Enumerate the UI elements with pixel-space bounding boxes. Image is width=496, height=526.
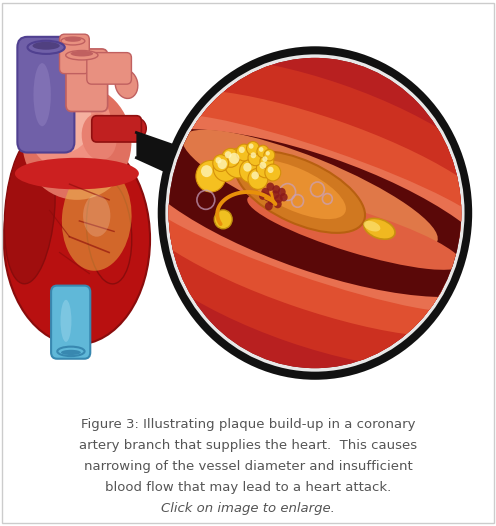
FancyBboxPatch shape bbox=[17, 37, 74, 153]
Ellipse shape bbox=[70, 51, 93, 56]
FancyBboxPatch shape bbox=[60, 34, 89, 74]
Ellipse shape bbox=[57, 347, 84, 356]
Ellipse shape bbox=[65, 50, 98, 60]
Ellipse shape bbox=[235, 151, 365, 233]
Ellipse shape bbox=[140, 34, 496, 224]
Circle shape bbox=[271, 190, 279, 199]
Circle shape bbox=[248, 144, 253, 149]
Ellipse shape bbox=[182, 130, 438, 249]
Circle shape bbox=[261, 188, 269, 196]
Circle shape bbox=[267, 167, 274, 173]
Ellipse shape bbox=[34, 63, 51, 126]
Circle shape bbox=[248, 168, 268, 189]
Circle shape bbox=[214, 210, 232, 229]
Circle shape bbox=[247, 141, 259, 155]
Circle shape bbox=[213, 155, 229, 171]
Text: artery branch that supplies the heart.  This causes: artery branch that supplies the heart. T… bbox=[79, 439, 417, 452]
Polygon shape bbox=[136, 133, 171, 174]
Circle shape bbox=[224, 148, 252, 178]
Circle shape bbox=[196, 160, 226, 192]
Ellipse shape bbox=[61, 350, 81, 355]
Ellipse shape bbox=[147, 57, 496, 221]
Ellipse shape bbox=[28, 41, 64, 54]
Circle shape bbox=[266, 183, 274, 191]
Ellipse shape bbox=[33, 42, 60, 50]
Circle shape bbox=[169, 58, 461, 368]
Ellipse shape bbox=[86, 179, 132, 284]
Ellipse shape bbox=[155, 89, 495, 231]
Ellipse shape bbox=[127, 205, 483, 369]
Text: Click on image to enlarge.: Click on image to enlarge. bbox=[161, 502, 335, 515]
Ellipse shape bbox=[22, 84, 131, 200]
Ellipse shape bbox=[135, 195, 475, 337]
Ellipse shape bbox=[15, 158, 139, 189]
Circle shape bbox=[213, 155, 238, 181]
Circle shape bbox=[260, 154, 274, 169]
Circle shape bbox=[274, 200, 282, 208]
Ellipse shape bbox=[115, 70, 138, 98]
Text: blood flow that may lead to a heart attack.: blood flow that may lead to a heart atta… bbox=[105, 481, 391, 494]
FancyBboxPatch shape bbox=[66, 49, 108, 112]
FancyBboxPatch shape bbox=[92, 116, 141, 142]
Circle shape bbox=[257, 145, 269, 158]
Circle shape bbox=[265, 164, 281, 181]
Circle shape bbox=[262, 156, 267, 162]
Circle shape bbox=[266, 151, 270, 156]
Ellipse shape bbox=[140, 188, 470, 312]
Circle shape bbox=[259, 161, 266, 169]
Circle shape bbox=[225, 151, 232, 158]
Ellipse shape bbox=[61, 37, 85, 45]
Circle shape bbox=[264, 193, 272, 201]
Circle shape bbox=[229, 153, 240, 164]
Ellipse shape bbox=[61, 300, 71, 342]
Circle shape bbox=[268, 197, 276, 205]
Circle shape bbox=[240, 159, 261, 183]
Ellipse shape bbox=[364, 221, 380, 231]
Circle shape bbox=[256, 159, 274, 178]
Ellipse shape bbox=[62, 166, 131, 271]
Circle shape bbox=[278, 188, 286, 196]
Ellipse shape bbox=[3, 134, 150, 345]
Circle shape bbox=[215, 157, 222, 164]
Ellipse shape bbox=[364, 218, 395, 239]
Circle shape bbox=[259, 191, 267, 200]
Ellipse shape bbox=[120, 203, 490, 392]
Ellipse shape bbox=[83, 195, 110, 237]
Circle shape bbox=[275, 195, 283, 203]
Circle shape bbox=[280, 193, 288, 201]
Ellipse shape bbox=[27, 82, 112, 171]
Ellipse shape bbox=[37, 89, 92, 153]
Circle shape bbox=[222, 148, 240, 167]
Circle shape bbox=[158, 46, 472, 380]
Circle shape bbox=[165, 54, 465, 372]
FancyBboxPatch shape bbox=[87, 53, 131, 84]
Circle shape bbox=[250, 153, 256, 158]
Circle shape bbox=[272, 185, 280, 194]
Circle shape bbox=[236, 144, 252, 161]
Circle shape bbox=[248, 150, 263, 166]
Ellipse shape bbox=[64, 37, 81, 42]
Circle shape bbox=[265, 202, 273, 210]
Circle shape bbox=[239, 147, 245, 153]
Ellipse shape bbox=[160, 114, 490, 238]
Circle shape bbox=[251, 171, 259, 179]
Circle shape bbox=[264, 149, 275, 161]
Ellipse shape bbox=[4, 137, 55, 284]
FancyBboxPatch shape bbox=[51, 286, 90, 359]
Ellipse shape bbox=[126, 118, 146, 139]
Circle shape bbox=[243, 163, 251, 171]
Ellipse shape bbox=[82, 113, 117, 160]
Circle shape bbox=[259, 147, 263, 152]
Ellipse shape bbox=[247, 193, 462, 270]
Text: Figure 3: Illustrating plaque build-up in a coronary: Figure 3: Illustrating plaque build-up i… bbox=[81, 418, 415, 431]
Ellipse shape bbox=[245, 159, 346, 219]
Circle shape bbox=[201, 165, 212, 177]
Ellipse shape bbox=[130, 129, 496, 297]
Circle shape bbox=[217, 159, 227, 169]
Text: narrowing of the vessel diameter and insufficient: narrowing of the vessel diameter and ins… bbox=[84, 460, 412, 473]
